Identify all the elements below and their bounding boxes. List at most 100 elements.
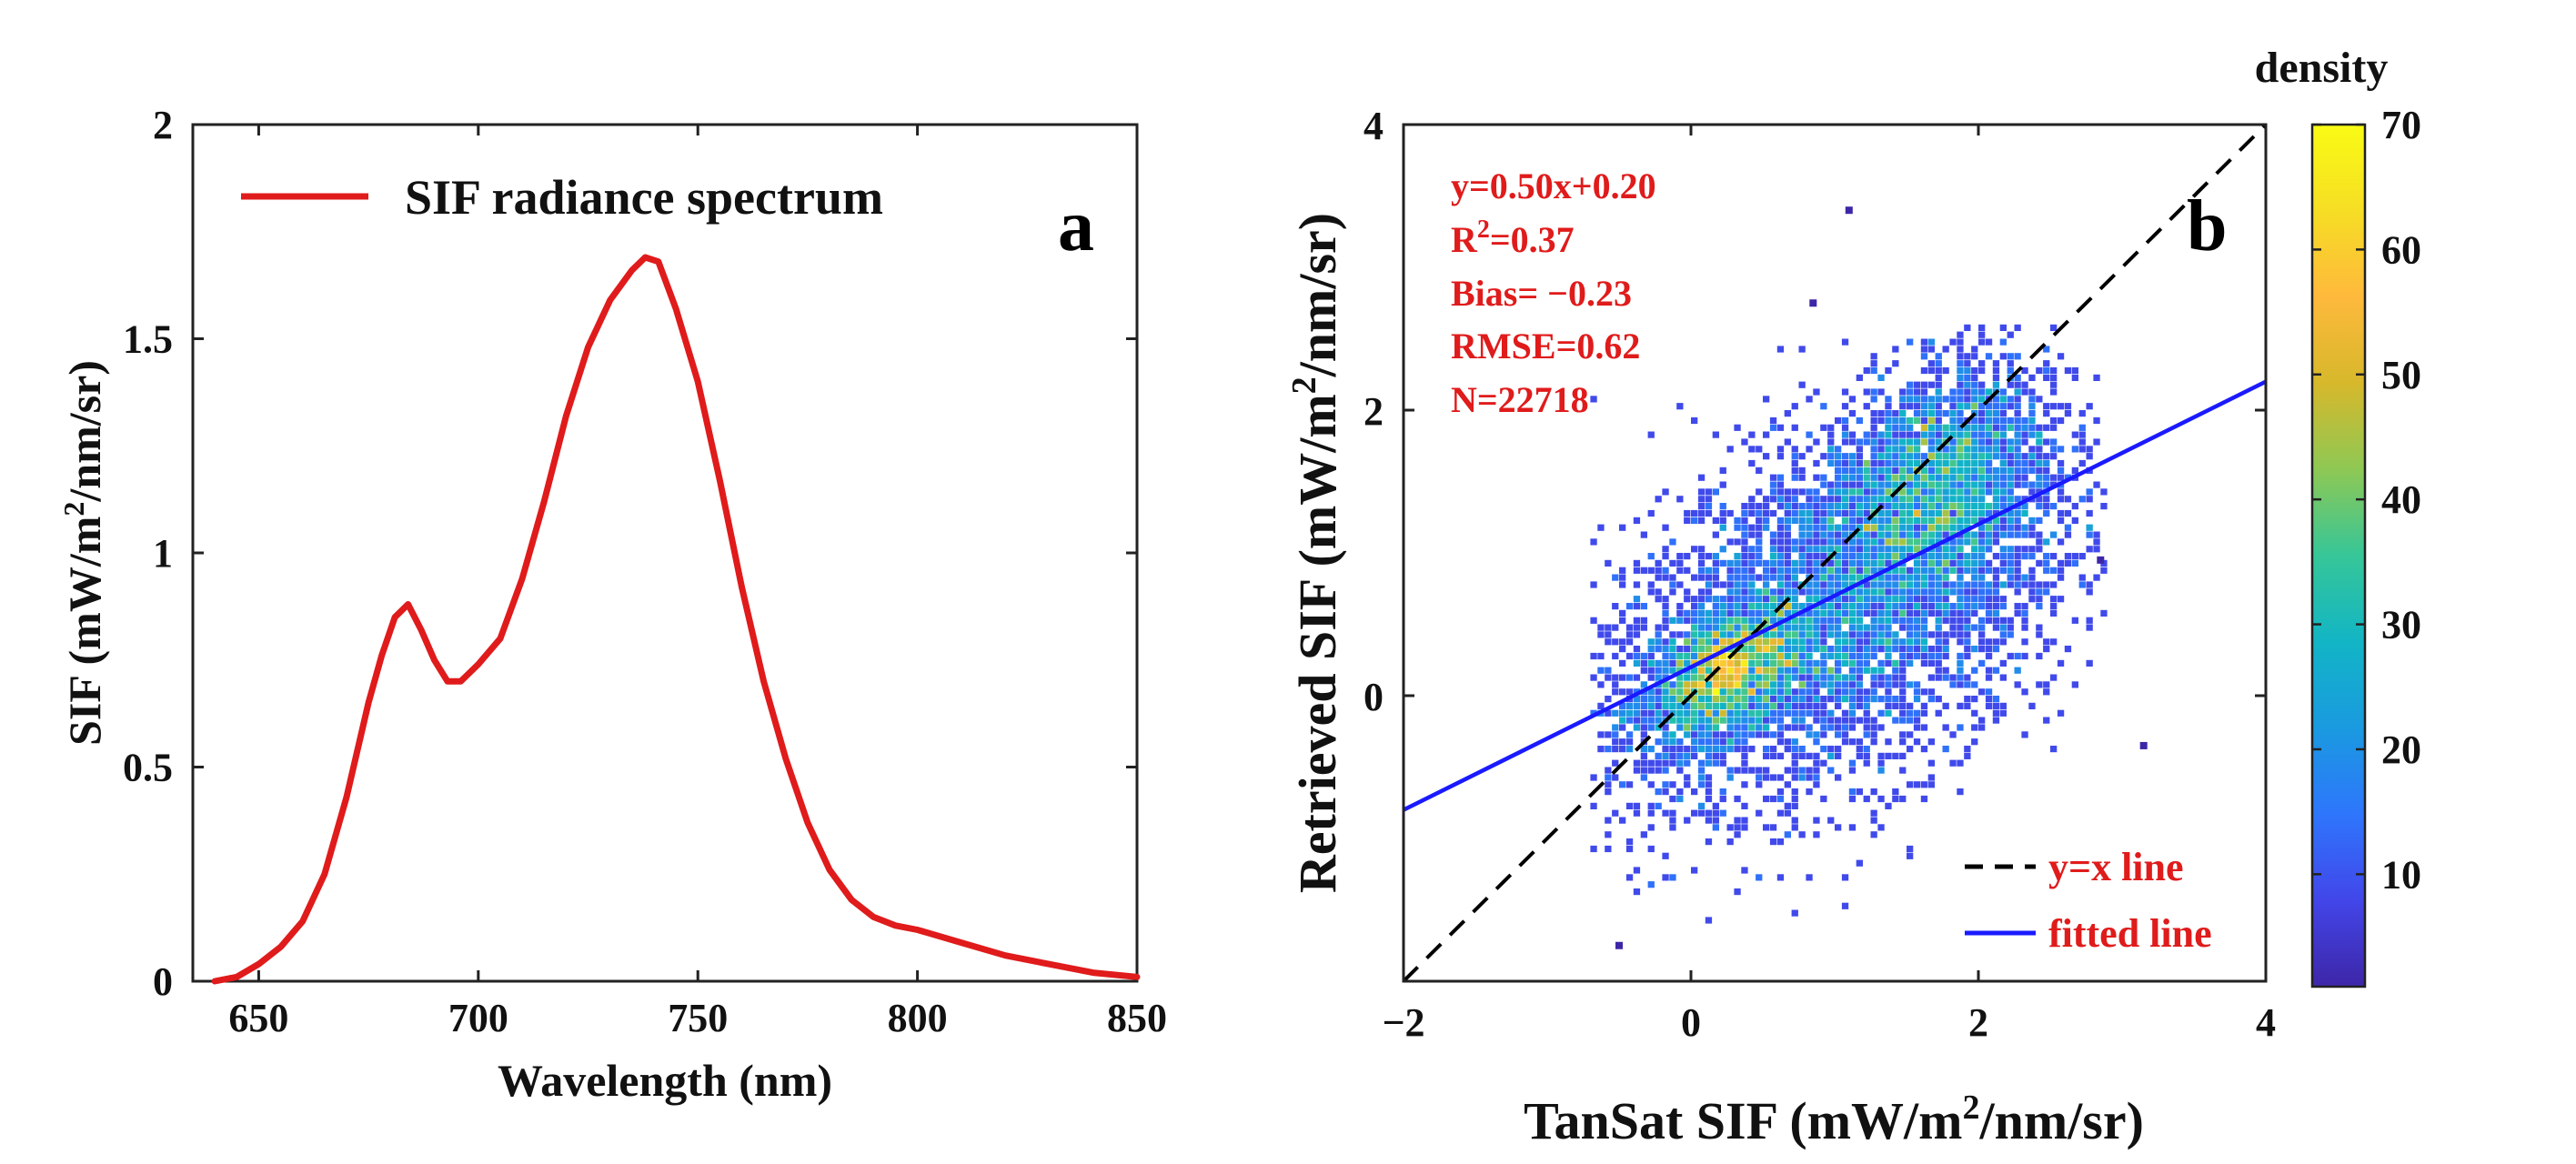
density-point bbox=[1907, 517, 1914, 524]
density-point bbox=[1619, 709, 1626, 717]
density-point bbox=[1647, 688, 1655, 696]
density-point bbox=[1885, 446, 1892, 453]
density-point bbox=[2043, 467, 2050, 474]
density-point bbox=[1669, 795, 1676, 803]
density-point bbox=[1964, 381, 1971, 388]
density-point bbox=[1684, 646, 1691, 653]
density-point bbox=[1935, 667, 1942, 674]
density-point bbox=[1899, 717, 1907, 724]
density-point bbox=[1913, 609, 1921, 617]
density-point bbox=[1763, 503, 1770, 510]
density-point bbox=[1885, 688, 1892, 696]
density-point bbox=[1705, 617, 1713, 624]
density-point bbox=[2043, 346, 2050, 353]
density-point bbox=[1813, 738, 1820, 746]
density-point bbox=[1927, 674, 1935, 681]
density-point bbox=[1978, 453, 1986, 460]
density-point bbox=[1647, 659, 1655, 667]
density-point bbox=[1791, 403, 1798, 410]
density-point bbox=[1935, 366, 1942, 375]
density-point bbox=[1920, 353, 1928, 360]
density-point bbox=[1913, 567, 1921, 574]
density-point bbox=[1885, 467, 1892, 474]
density-point bbox=[1813, 559, 1820, 567]
density-point bbox=[1856, 503, 1863, 510]
density-point bbox=[1856, 488, 1863, 496]
density-point bbox=[1949, 396, 1957, 403]
density-point bbox=[1647, 724, 1655, 731]
density-point bbox=[1985, 609, 1993, 617]
density-point bbox=[1856, 631, 1863, 638]
density-point bbox=[1763, 581, 1770, 588]
density-point bbox=[1992, 609, 2000, 617]
density-point bbox=[1791, 667, 1798, 674]
density-point bbox=[1647, 759, 1655, 767]
density-point bbox=[1813, 588, 1820, 596]
density-point bbox=[1612, 681, 1619, 688]
density-point bbox=[1971, 567, 1978, 574]
density-point bbox=[1791, 453, 1798, 460]
density-point bbox=[1835, 416, 1842, 425]
density-point bbox=[1669, 659, 1676, 667]
density-point bbox=[1942, 424, 1949, 431]
density-point bbox=[1820, 624, 1827, 631]
density-point bbox=[1590, 396, 1597, 403]
density-point bbox=[1978, 381, 1986, 388]
colorbar-tick-label: 20 bbox=[2381, 728, 2421, 772]
density-point bbox=[1935, 624, 1942, 631]
density-point bbox=[1856, 453, 1863, 460]
density-point bbox=[1726, 717, 1734, 724]
density-point bbox=[1763, 574, 1770, 581]
density-point bbox=[1985, 474, 1993, 481]
density-point bbox=[1964, 488, 1971, 496]
density-point bbox=[1619, 746, 1626, 753]
density-point bbox=[1633, 617, 1641, 624]
density-point bbox=[1835, 724, 1842, 731]
density-point bbox=[1705, 503, 1713, 510]
density-point bbox=[1856, 474, 1863, 481]
density-point bbox=[2050, 596, 2058, 603]
density-point bbox=[1992, 581, 2000, 588]
density-point bbox=[1597, 681, 1605, 688]
density-point bbox=[1776, 674, 1785, 681]
density-point bbox=[1870, 624, 1877, 631]
density-point bbox=[1776, 631, 1785, 638]
density-point bbox=[1835, 509, 1842, 517]
density-point bbox=[1913, 453, 1921, 460]
density-point bbox=[1726, 559, 1734, 567]
density-point bbox=[2014, 324, 2021, 331]
density-point bbox=[1971, 459, 1978, 467]
density-point bbox=[1856, 481, 1863, 488]
density-point bbox=[1633, 517, 1641, 524]
density-point bbox=[1892, 474, 1899, 481]
density-point bbox=[1769, 795, 1777, 803]
density-point bbox=[1655, 702, 1662, 709]
density-point bbox=[1856, 524, 1863, 531]
density-point bbox=[2043, 503, 2050, 510]
density-point bbox=[1899, 567, 1907, 574]
density-point bbox=[1978, 481, 1986, 488]
density-point bbox=[1769, 696, 1777, 703]
density-point bbox=[1705, 646, 1713, 653]
density-point bbox=[1712, 681, 1719, 688]
density-point bbox=[1697, 638, 1706, 646]
density-point bbox=[1827, 431, 1835, 438]
density-point bbox=[1907, 731, 1914, 738]
density-point bbox=[1957, 481, 1964, 488]
density-point bbox=[1741, 631, 1748, 638]
density-point bbox=[2057, 467, 2065, 474]
density-point bbox=[1640, 731, 1647, 738]
density-point bbox=[1841, 546, 1849, 553]
density-point bbox=[1927, 759, 1935, 767]
density-point bbox=[1927, 431, 1935, 438]
density-point bbox=[1957, 553, 1964, 560]
density-point bbox=[1820, 524, 1827, 531]
density-point bbox=[2036, 496, 2043, 503]
density-point bbox=[1820, 503, 1827, 510]
density-point bbox=[2093, 416, 2100, 425]
density-point bbox=[1756, 646, 1763, 653]
density-point bbox=[1870, 503, 1877, 510]
density-point bbox=[1942, 410, 1949, 417]
density-point bbox=[1885, 646, 1892, 653]
density-point bbox=[1992, 638, 2000, 646]
